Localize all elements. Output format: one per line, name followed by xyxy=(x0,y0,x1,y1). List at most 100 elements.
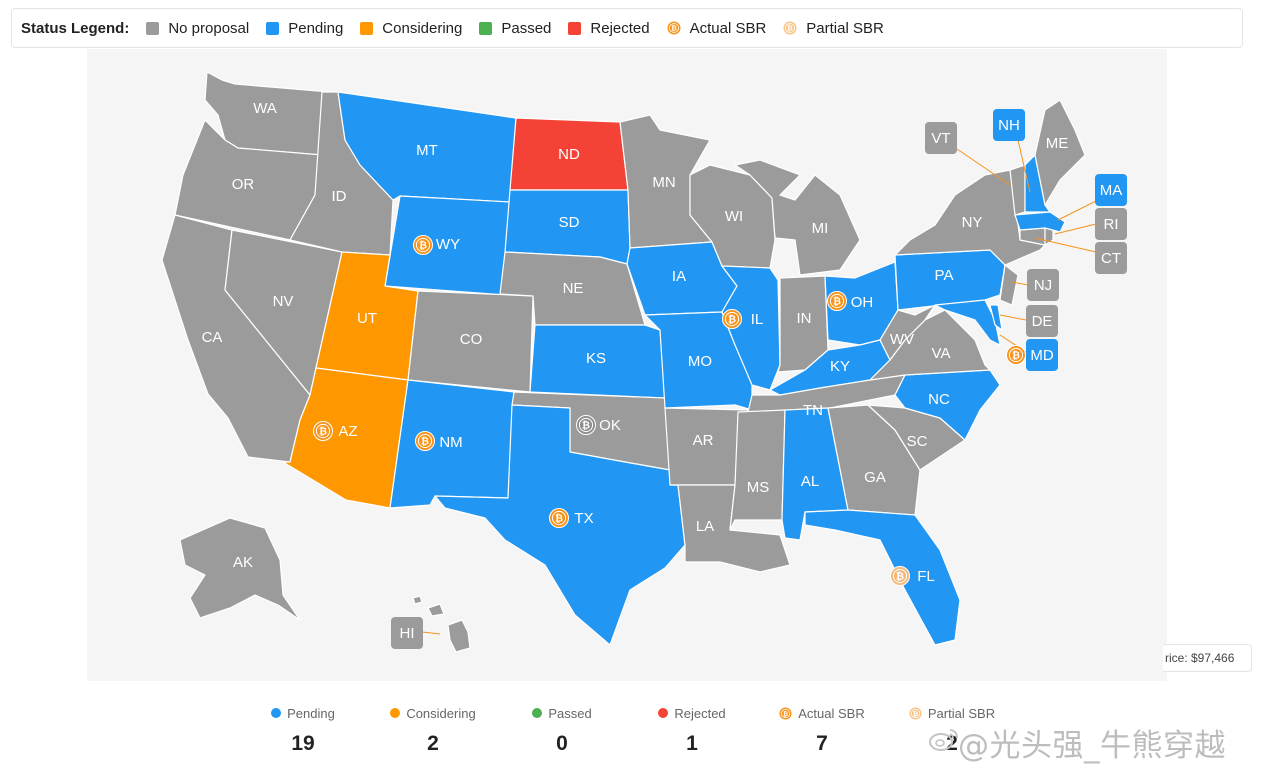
callout-MD[interactable]: MD xyxy=(1026,339,1058,371)
label-ND: ND xyxy=(558,146,580,163)
label-DE: DE xyxy=(1032,313,1053,330)
considering-dot xyxy=(390,708,401,718)
status-summary: Pending 19 Considering 2 Passed 0 Reject… xyxy=(0,700,1280,772)
legend-label: Pending xyxy=(288,19,344,37)
state-NJ[interactable] xyxy=(999,264,1019,306)
passed-dot xyxy=(532,708,543,718)
stat-pending: Pending 19 xyxy=(238,700,368,756)
stat-value: 7 xyxy=(816,732,828,755)
label-MI: MI xyxy=(812,220,829,237)
legend-item-pending: Pending xyxy=(266,20,343,37)
legend-label: Passed xyxy=(501,19,552,37)
state-MA[interactable] xyxy=(1014,211,1066,233)
label-MO: MO xyxy=(688,353,712,370)
considering-swatch xyxy=(360,21,374,35)
label-LA: LA xyxy=(696,518,714,535)
stat-value: 19 xyxy=(291,732,315,755)
label-NV: NV xyxy=(273,293,294,310)
us-map: ₿ ₿ ₿ xyxy=(161,71,1127,653)
label-GA: GA xyxy=(864,469,886,486)
state-HI-island-2[interactable] xyxy=(427,603,445,617)
pending-swatch xyxy=(266,21,280,35)
label-NE: NE xyxy=(563,280,584,297)
callout-MA[interactable]: MA xyxy=(1095,174,1127,206)
callout-DE[interactable]: DE xyxy=(1026,305,1058,337)
label-VA: VA xyxy=(932,345,951,362)
bitcoin-icon-AZ xyxy=(313,421,333,441)
weibo-logo-icon xyxy=(929,729,958,751)
state-IL[interactable] xyxy=(721,265,781,391)
weibo-watermark: @光头强_牛熊穿越 xyxy=(928,720,1226,765)
legend-label: Actual SBR xyxy=(689,19,767,37)
label-CO: CO xyxy=(460,331,483,348)
callout-VT[interactable]: VT xyxy=(925,122,957,154)
stat-passed: Passed 0 xyxy=(497,700,627,756)
passed-swatch xyxy=(479,21,493,35)
state-DE[interactable] xyxy=(989,304,1003,331)
stat-label: Passed xyxy=(548,705,592,721)
rejected-swatch xyxy=(568,21,582,35)
state-MD[interactable] xyxy=(934,299,1001,346)
svg-text:₿: ₿ xyxy=(913,709,918,717)
label-MN: MN xyxy=(652,174,675,191)
label-OR: OR xyxy=(232,176,255,193)
bitcoin-icon-NM xyxy=(415,431,435,451)
legend-item-rejected: Rejected xyxy=(568,20,650,37)
state-HI-island-1[interactable] xyxy=(447,619,471,653)
label-CA: CA xyxy=(202,329,223,346)
label-CT: CT xyxy=(1101,250,1121,267)
legend-item-no-proposal: No proposal xyxy=(146,20,249,37)
bitcoin-partial-icon-FL xyxy=(890,566,910,586)
us-map-panel: ₿ ₿ ₿ xyxy=(87,49,1167,681)
label-MA: MA xyxy=(1100,182,1123,199)
stat-label: Partial SBR xyxy=(927,705,996,721)
callout-HI[interactable]: HI xyxy=(391,617,423,649)
state-HI-island-3[interactable] xyxy=(412,595,423,605)
legend-title: Status Legend: xyxy=(21,19,130,37)
label-ME: ME xyxy=(1046,135,1069,152)
stat-partial-sbr: ₿ Partial SBR 2 xyxy=(887,700,1017,756)
legend-label: Considering xyxy=(382,19,463,37)
state-NH[interactable] xyxy=(1024,154,1051,213)
callout-RI[interactable]: RI xyxy=(1095,208,1127,240)
label-OK: OK xyxy=(599,417,621,434)
legend-item-passed: Passed xyxy=(479,20,551,37)
bitcoin-icon-IL xyxy=(722,309,742,329)
label-WV: WV xyxy=(890,331,914,348)
bitcoin-partial-icon: ₿ xyxy=(909,706,922,720)
price-text: rice: $97,466 xyxy=(1165,651,1235,665)
state-WI[interactable] xyxy=(689,164,776,269)
label-MD: MD xyxy=(1030,347,1053,364)
pending-dot xyxy=(271,708,282,718)
legend-label: No proposal xyxy=(168,19,250,37)
label-ID: ID xyxy=(332,188,347,205)
no-proposal-swatch xyxy=(146,21,160,35)
status-legend: Status Legend: No proposal Pending Consi… xyxy=(11,8,1243,48)
label-RI: RI xyxy=(1104,216,1119,233)
label-MS: MS xyxy=(747,479,770,496)
state-MS[interactable] xyxy=(729,409,786,531)
stat-value: 0 xyxy=(556,732,568,755)
state-WV[interactable] xyxy=(879,304,936,361)
label-AR: AR xyxy=(693,432,714,449)
label-NC: NC xyxy=(928,391,950,408)
state-MI[interactable] xyxy=(734,159,861,276)
svg-text:₿: ₿ xyxy=(671,25,677,33)
label-AL: AL xyxy=(801,473,819,490)
label-NM: NM xyxy=(439,434,462,451)
state-ME[interactable] xyxy=(1034,99,1086,206)
label-NY: NY xyxy=(962,214,983,231)
state-FL[interactable] xyxy=(804,509,961,646)
legend-item-partial-sbr: ₿ Partial SBR xyxy=(783,20,884,37)
legend-item-considering: Considering xyxy=(360,20,462,37)
label-UT: UT xyxy=(357,310,377,327)
callout-NH[interactable]: NH xyxy=(993,109,1025,141)
state-AK[interactable] xyxy=(179,517,301,621)
callout-NJ[interactable]: NJ xyxy=(1027,269,1059,301)
bitcoin-partial-icon: ₿ xyxy=(783,21,797,35)
label-MT: MT xyxy=(416,142,438,159)
callout-CT[interactable]: CT xyxy=(1095,242,1127,274)
state-RI[interactable] xyxy=(1044,227,1054,246)
rejected-dot xyxy=(658,708,669,718)
bitcoin-icon: ₿ xyxy=(779,706,792,720)
